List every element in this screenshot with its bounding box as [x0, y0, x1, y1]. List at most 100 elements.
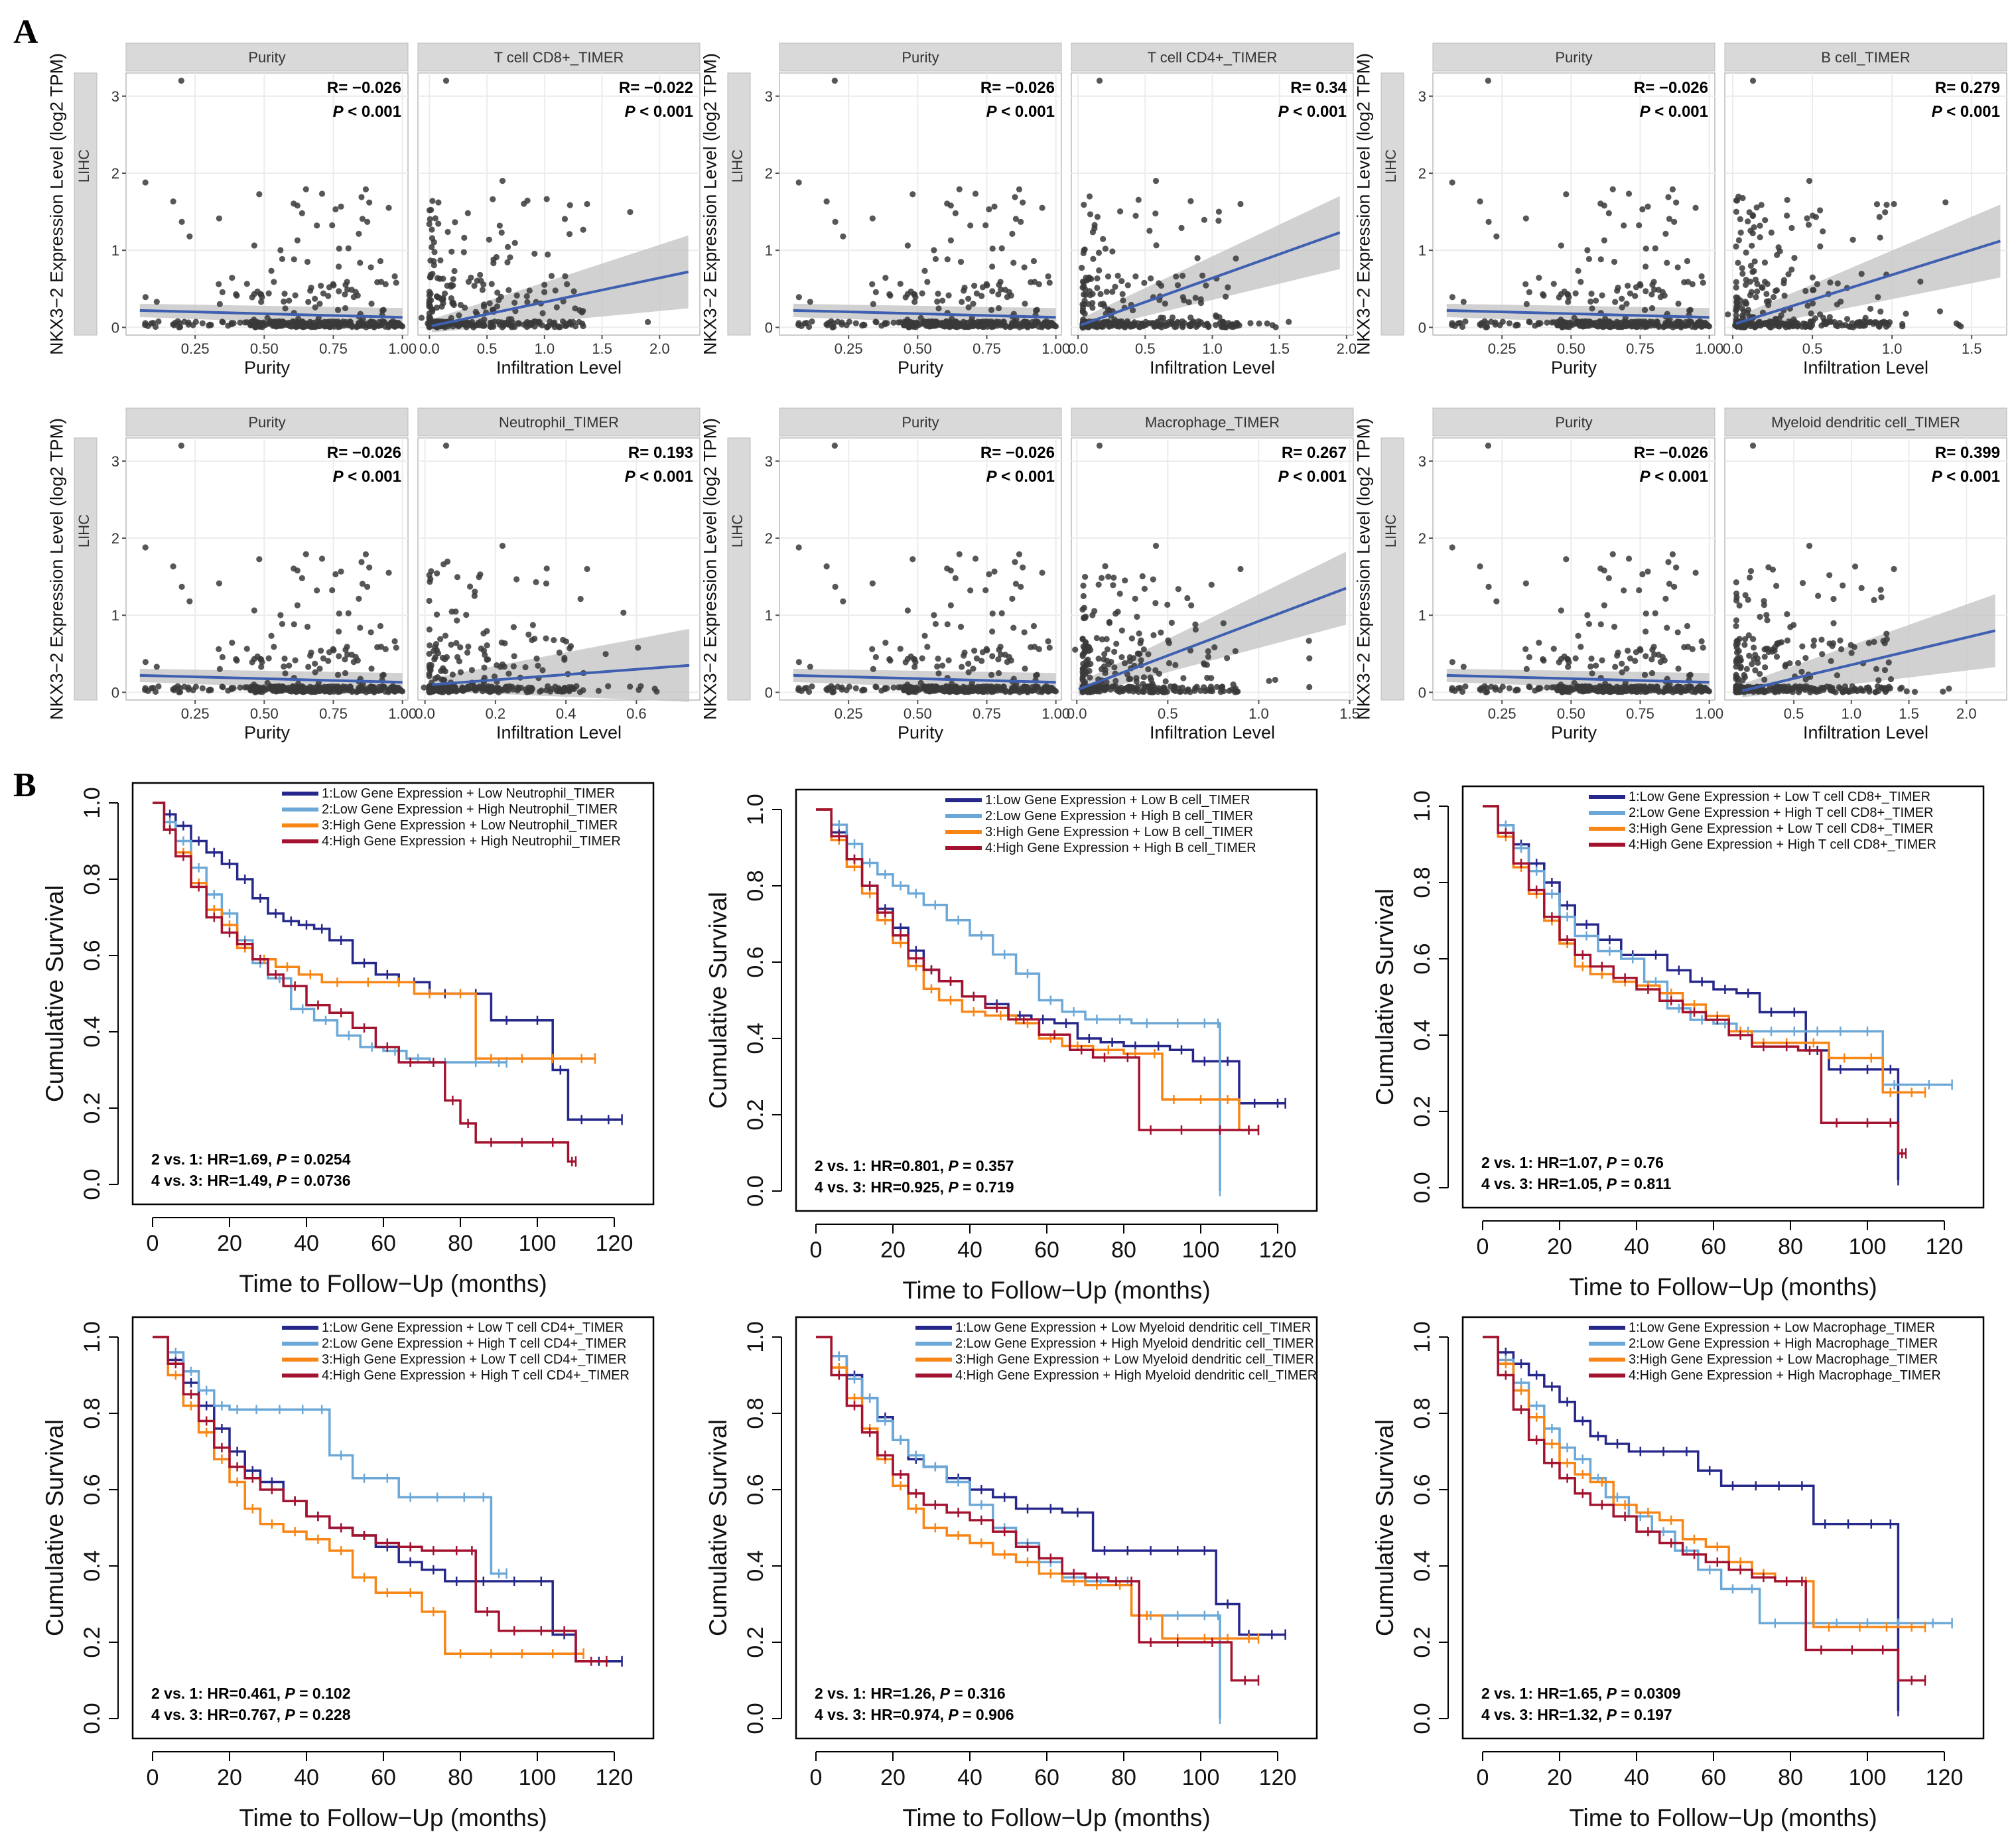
data-point — [555, 324, 563, 330]
data-point — [456, 312, 462, 318]
data-point — [358, 559, 365, 565]
data-point — [452, 219, 458, 226]
data-point — [1684, 279, 1692, 285]
data-point — [1725, 311, 1731, 318]
data-point — [1673, 564, 1680, 571]
legend: 1:Low Gene Expression + Low B cell_TIMER… — [945, 793, 1256, 855]
data-point — [342, 670, 349, 677]
data-point — [1188, 602, 1195, 608]
x-tick-label: 1.5 — [1962, 340, 1982, 357]
data-point — [998, 245, 1005, 251]
data-point — [1199, 272, 1206, 279]
data-point — [957, 623, 965, 630]
data-point — [1514, 687, 1521, 693]
data-point — [924, 644, 931, 650]
data-point — [1619, 669, 1625, 675]
x-axis-label: Infiltration Level — [1803, 358, 1928, 378]
data-point — [1671, 218, 1678, 225]
data-point — [1612, 664, 1619, 670]
data-point — [1840, 582, 1846, 589]
data-point — [504, 244, 511, 250]
data-point — [1746, 652, 1753, 659]
data-point — [1548, 684, 1555, 691]
data-point — [336, 653, 342, 660]
data-point — [1743, 249, 1749, 256]
x-tick-label: 1.0 — [1202, 340, 1223, 357]
x-tick-label: 1.0 — [1248, 705, 1269, 722]
data-point — [509, 686, 517, 693]
x-tick-label: 0.50 — [1557, 340, 1585, 357]
data-point — [499, 178, 506, 184]
data-point — [869, 580, 876, 587]
data-point — [294, 602, 301, 608]
data-point — [1607, 324, 1613, 330]
data-point — [437, 275, 443, 282]
correlation-r: R= −0.026 — [980, 79, 1055, 97]
data-point — [1126, 654, 1133, 661]
data-point — [1851, 644, 1857, 650]
data-point — [463, 612, 470, 618]
data-point — [511, 240, 518, 246]
data-point — [279, 683, 285, 690]
data-point — [595, 687, 602, 694]
data-point — [1483, 324, 1491, 330]
data-point — [170, 198, 176, 205]
data-point — [464, 319, 471, 326]
data-point — [1126, 675, 1132, 683]
data-point — [1749, 661, 1755, 668]
data-point — [312, 304, 318, 311]
data-point — [972, 190, 979, 197]
data-point — [543, 565, 550, 572]
data-point — [795, 294, 802, 301]
data-point — [995, 656, 1002, 663]
data-point — [978, 683, 984, 691]
data-point — [1761, 676, 1768, 683]
data-point — [496, 297, 502, 303]
y-tick-label: 0.4 — [80, 1016, 105, 1047]
data-point — [479, 287, 486, 293]
facet-strip-label: Macrophage_TIMER — [1145, 414, 1280, 431]
data-point — [379, 307, 386, 314]
data-point — [1623, 318, 1629, 325]
data-point — [1692, 324, 1699, 330]
data-point — [869, 215, 876, 222]
data-point — [433, 611, 440, 618]
data-point — [1654, 683, 1660, 690]
data-point — [1765, 322, 1772, 328]
data-point — [1138, 657, 1144, 664]
data-point — [1810, 287, 1817, 293]
data-point — [1197, 300, 1205, 307]
data-point — [1671, 322, 1678, 328]
data-point — [1572, 655, 1579, 662]
data-point — [1689, 646, 1696, 652]
data-point — [290, 683, 297, 690]
data-point — [1745, 597, 1751, 603]
data-point — [798, 322, 805, 330]
data-point — [442, 78, 450, 84]
data-point — [491, 673, 498, 680]
data-point — [1858, 271, 1865, 277]
data-point — [429, 198, 436, 204]
data-point — [1698, 323, 1705, 330]
cancer-strip — [727, 437, 751, 701]
x-tick-label: 0.75 — [319, 705, 348, 722]
data-point — [638, 683, 644, 689]
data-point — [1099, 575, 1105, 581]
data-point — [911, 664, 918, 670]
data-point — [461, 234, 468, 242]
data-point — [1021, 264, 1028, 271]
data-point — [1160, 689, 1167, 695]
data-point — [1585, 255, 1593, 263]
data-point — [342, 305, 349, 312]
data-point — [1662, 230, 1669, 238]
data-point — [980, 323, 987, 330]
x-tick-label: 20 — [880, 1237, 906, 1263]
data-point — [1885, 659, 1892, 666]
data-point — [344, 286, 351, 293]
data-point — [541, 281, 548, 288]
data-point — [1201, 661, 1208, 668]
x-tick-label: 0.75 — [973, 340, 1001, 357]
x-tick-label: 1.0 — [1842, 705, 1862, 722]
